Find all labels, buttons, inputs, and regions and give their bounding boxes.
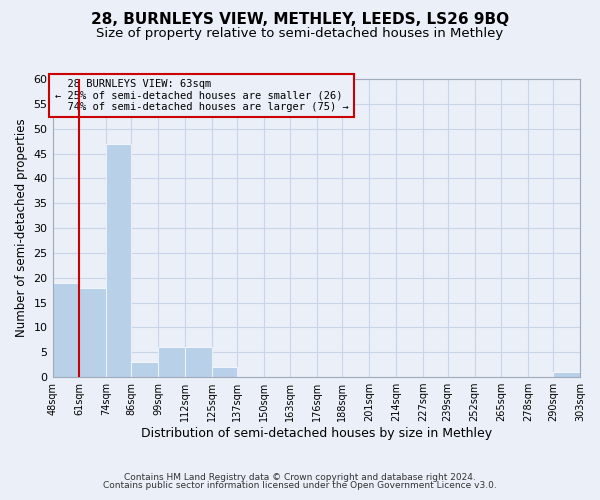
Text: Contains HM Land Registry data © Crown copyright and database right 2024.: Contains HM Land Registry data © Crown c… bbox=[124, 472, 476, 482]
Bar bbox=[553, 372, 580, 377]
Bar bbox=[158, 348, 185, 377]
Text: Size of property relative to semi-detached houses in Methley: Size of property relative to semi-detach… bbox=[97, 28, 503, 40]
Text: Contains public sector information licensed under the Open Government Licence v3: Contains public sector information licen… bbox=[103, 481, 497, 490]
Bar bbox=[212, 367, 236, 377]
Bar bbox=[185, 348, 212, 377]
Bar bbox=[131, 362, 158, 377]
Text: 28, BURNLEYS VIEW, METHLEY, LEEDS, LS26 9BQ: 28, BURNLEYS VIEW, METHLEY, LEEDS, LS26 … bbox=[91, 12, 509, 28]
Bar bbox=[53, 282, 79, 377]
Bar bbox=[79, 288, 106, 377]
Bar bbox=[106, 144, 131, 377]
Text: 28 BURNLEYS VIEW: 63sqm
← 25% of semi-detached houses are smaller (26)
  74% of : 28 BURNLEYS VIEW: 63sqm ← 25% of semi-de… bbox=[55, 79, 349, 112]
X-axis label: Distribution of semi-detached houses by size in Methley: Distribution of semi-detached houses by … bbox=[141, 427, 492, 440]
Y-axis label: Number of semi-detached properties: Number of semi-detached properties bbox=[15, 118, 28, 338]
